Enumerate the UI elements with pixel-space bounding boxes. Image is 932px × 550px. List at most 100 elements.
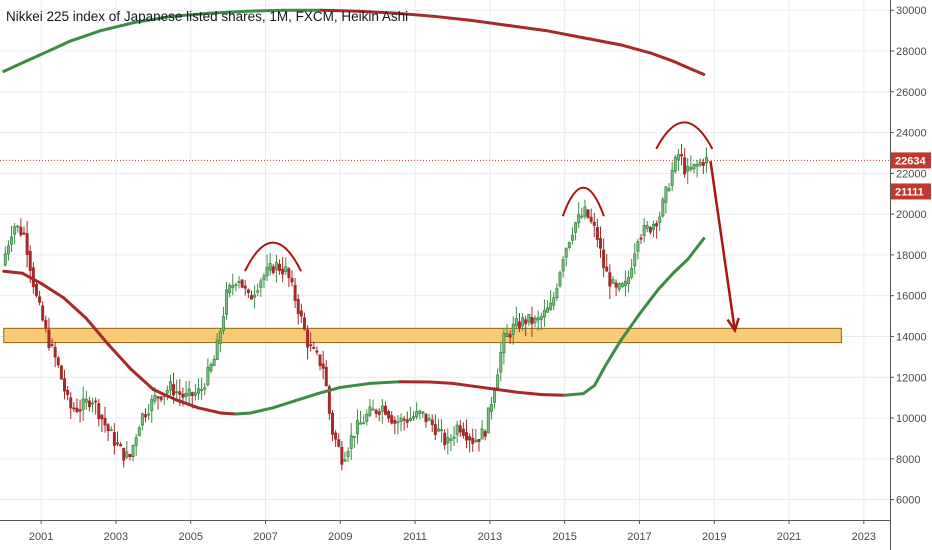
candle-body	[168, 381, 172, 391]
candle-body	[427, 418, 431, 421]
candle-body	[134, 437, 138, 446]
candle-body	[140, 413, 144, 426]
candle-body	[122, 447, 126, 461]
candle-body	[499, 351, 503, 373]
x-tick-label: 2009	[328, 531, 352, 543]
candle-body	[642, 224, 646, 236]
candle-body	[159, 396, 163, 401]
candle-body	[574, 222, 578, 233]
moving-average-segment	[469, 18, 511, 27]
candle-body	[673, 156, 677, 172]
candle-body	[284, 266, 288, 273]
candle-body	[156, 396, 160, 399]
candle-body	[633, 253, 637, 267]
moving-average-segment	[563, 392, 585, 397]
candle-body	[449, 438, 453, 441]
candle-body	[359, 422, 363, 425]
moving-average-segment	[686, 237, 706, 261]
x-tick-label: 2007	[253, 531, 277, 543]
candle-body	[486, 407, 490, 434]
moving-average-segment	[69, 29, 103, 43]
candle-body	[489, 404, 493, 412]
x-tick-label: 2015	[552, 531, 576, 543]
y-tick-label: 24000	[896, 128, 927, 140]
candle-body	[237, 281, 241, 283]
candle-body	[221, 316, 225, 331]
candle-body	[424, 413, 428, 423]
candle-body	[240, 279, 244, 288]
moving-average-segment	[234, 411, 253, 416]
moving-average-segment	[2, 59, 28, 73]
moving-average-segment	[39, 281, 66, 300]
moving-average-segment	[316, 385, 342, 396]
candle-body	[405, 419, 409, 423]
candle-body	[555, 287, 559, 299]
candle-body	[623, 280, 627, 287]
candle-body	[41, 305, 45, 321]
candle-body	[474, 439, 478, 443]
moving-average-segment	[174, 398, 200, 410]
candle-body	[374, 409, 378, 414]
candle-body	[483, 431, 487, 437]
candle-body	[599, 238, 602, 249]
candle-body	[580, 215, 584, 218]
candle-body	[268, 263, 272, 271]
candle-body	[676, 154, 680, 161]
candle-body	[324, 366, 328, 387]
moving-average-segment	[540, 393, 567, 397]
moving-average-segment	[495, 387, 522, 395]
candle-body	[6, 245, 10, 255]
y-tick-label: 18000	[896, 250, 927, 262]
candle-body	[362, 422, 366, 425]
candle-body	[477, 438, 481, 443]
candle-body	[468, 436, 472, 441]
moving-average-segment	[593, 363, 608, 387]
moving-average-segment	[249, 406, 275, 415]
moving-average-segment	[2, 269, 24, 275]
candle-body	[546, 307, 550, 313]
candle-body	[181, 393, 185, 398]
moving-average-segment	[245, 8, 286, 13]
candle-body	[365, 413, 369, 422]
price-tag: 21111	[891, 183, 931, 200]
price-tag: 22634	[891, 152, 931, 169]
candle-body	[465, 432, 468, 441]
moving-average-segment	[604, 339, 623, 367]
y-tick-label: 26000	[896, 87, 927, 99]
candle-body	[293, 284, 297, 301]
candle-body	[106, 424, 110, 432]
candle-body	[334, 432, 338, 440]
candle-body	[658, 216, 662, 223]
candle-body	[583, 206, 587, 217]
candle-body	[377, 411, 381, 415]
candle-body	[620, 283, 624, 287]
candle-body	[97, 403, 101, 420]
moving-average-segment	[518, 391, 544, 397]
candle-body	[13, 226, 17, 235]
candle-body	[505, 333, 509, 337]
candle-body	[22, 232, 26, 235]
x-tick-label: 2017	[627, 531, 651, 543]
moving-average-segment	[151, 387, 178, 402]
candle-body	[517, 321, 521, 329]
candle-body	[602, 249, 606, 269]
candle-body	[698, 161, 702, 166]
candle-body	[281, 268, 285, 275]
candle-body	[63, 378, 66, 392]
candle-body	[203, 387, 207, 390]
candle-body	[608, 272, 612, 287]
candle-body	[521, 317, 525, 327]
candle-body	[3, 253, 7, 266]
candle-body	[119, 444, 123, 447]
candle-body	[611, 279, 615, 284]
candle-body	[493, 389, 497, 403]
candle-body	[84, 398, 88, 403]
candle-body	[536, 317, 540, 321]
moving-average-segment	[619, 312, 641, 343]
candle-body	[471, 437, 475, 444]
candle-body	[390, 415, 394, 424]
candle-body	[508, 334, 512, 338]
candle-body	[218, 330, 222, 344]
moving-average-segment	[129, 367, 155, 391]
